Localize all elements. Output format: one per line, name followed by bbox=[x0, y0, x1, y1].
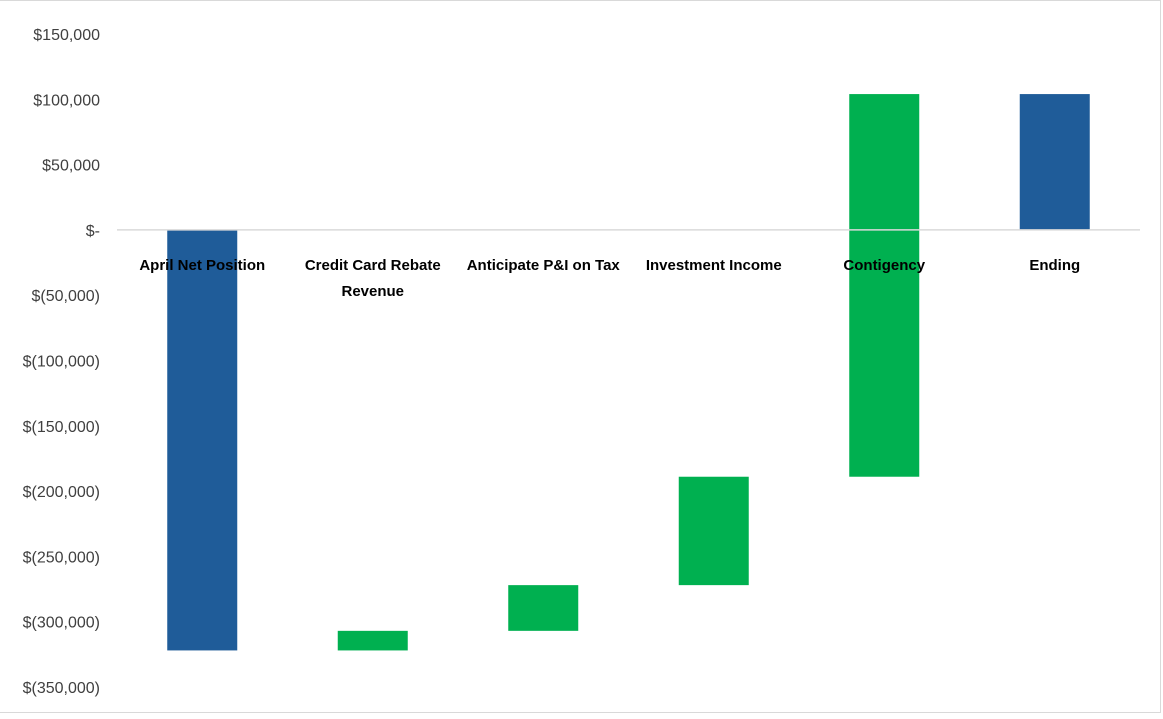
bar-increase bbox=[678, 476, 749, 586]
bar-total bbox=[167, 229, 238, 651]
y-tick-label: $(100,000) bbox=[23, 354, 100, 371]
y-tick-label: $(300,000) bbox=[23, 615, 100, 632]
y-tick-label: $150,000 bbox=[33, 27, 100, 44]
category-label: Anticipate P&I on Tax bbox=[467, 257, 621, 274]
y-tick-label: $(150,000) bbox=[23, 419, 100, 436]
y-tick-label: $(250,000) bbox=[23, 549, 100, 566]
category-labels: April Net Position Credit Card Rebate Reve… bbox=[139, 257, 1080, 300]
bar-increase bbox=[849, 94, 920, 477]
y-tick-label: $(50,000) bbox=[32, 288, 101, 305]
y-tick-label: $100,000 bbox=[33, 92, 100, 109]
y-tick-label: $(200,000) bbox=[23, 484, 100, 501]
bars bbox=[167, 94, 1090, 651]
y-tick-label: $(350,000) bbox=[23, 680, 100, 697]
bar-increase bbox=[508, 585, 579, 631]
y-axis: $150,000 $100,000 $50,000 $- $(50,000) $(100,… bbox=[23, 27, 100, 697]
category-label: April Net Position bbox=[139, 257, 265, 274]
y-tick-label: $50,000 bbox=[42, 158, 100, 175]
category-label: Contigency bbox=[843, 257, 925, 274]
category-label: Investment Income bbox=[646, 257, 782, 274]
y-tick-label: $- bbox=[86, 223, 100, 240]
bar-increase bbox=[337, 630, 408, 651]
category-label: Credit Card Rebate Revenue bbox=[305, 257, 441, 300]
bar-total bbox=[1019, 94, 1090, 230]
category-label: Ending bbox=[1029, 257, 1080, 274]
